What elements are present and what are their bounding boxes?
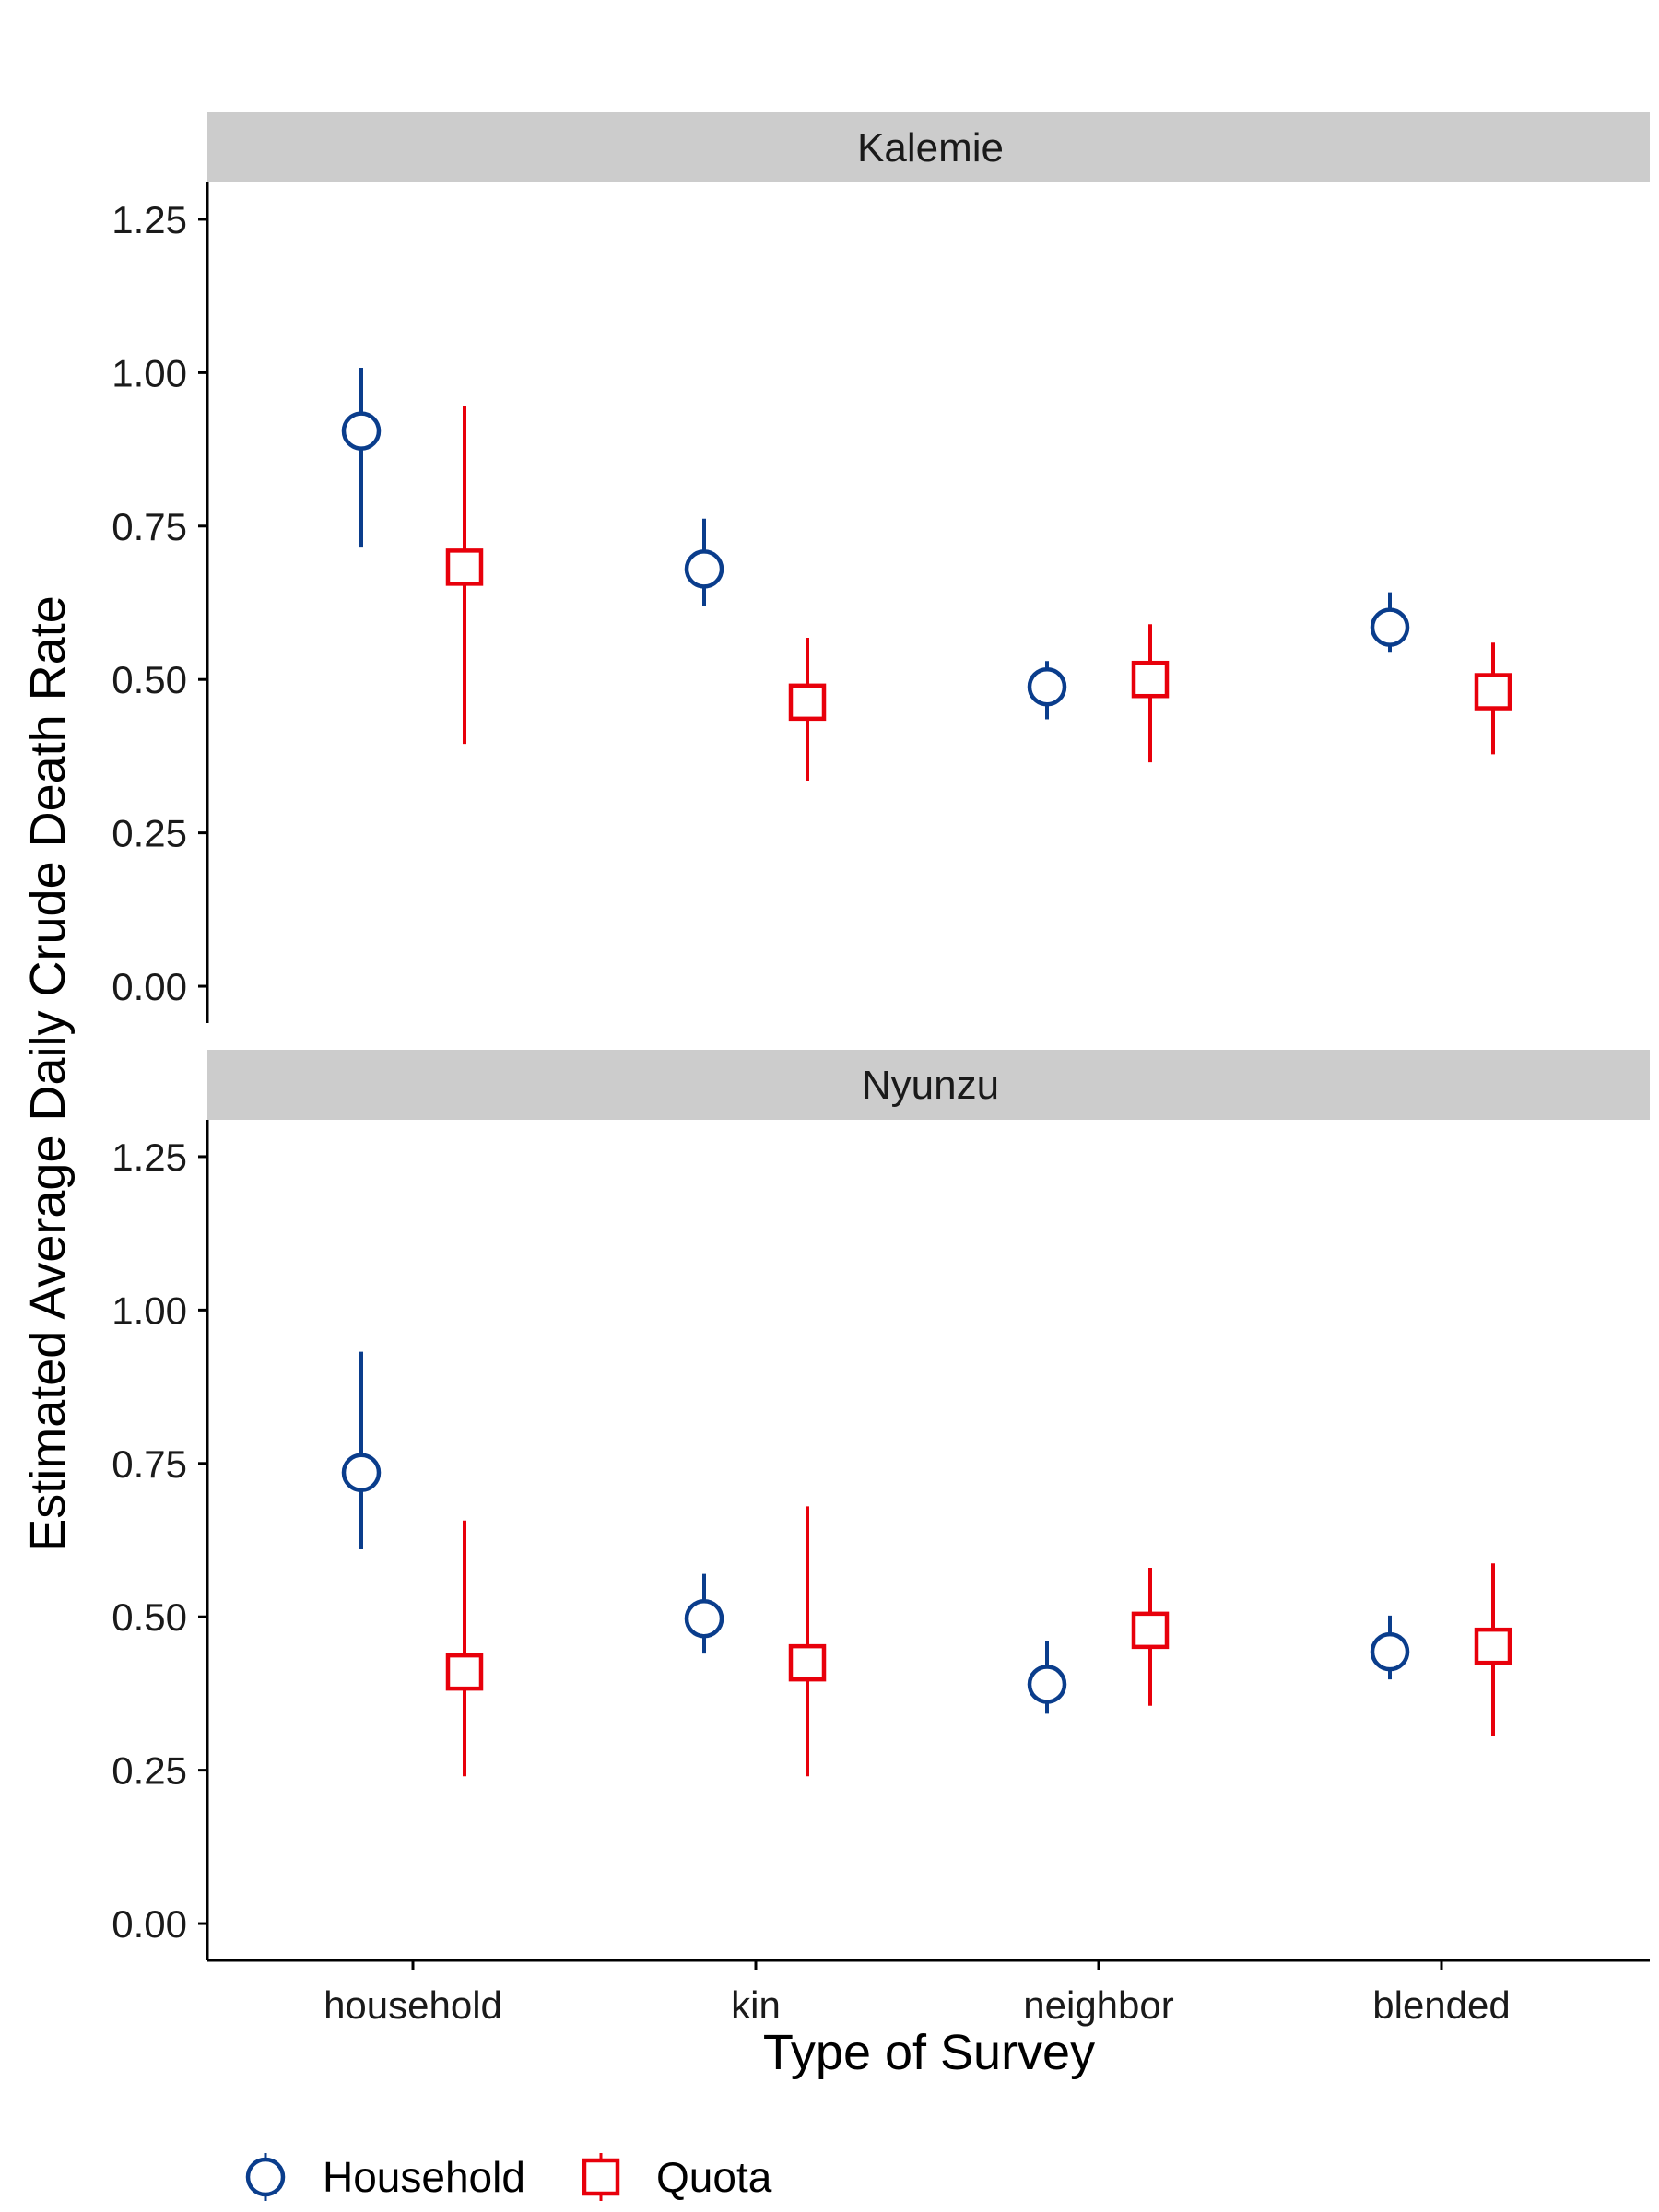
y-tick-label: 0.75: [112, 1442, 187, 1486]
panel-title: Nyunzu: [862, 1063, 999, 1108]
x-tick-label: household: [324, 1983, 502, 2027]
y-tick-label: 1.00: [112, 351, 187, 394]
data-point-circle: [684, 549, 724, 589]
legend-key-circle: [245, 2157, 286, 2197]
data-point-square: [1131, 660, 1170, 699]
panel-kalemie: Kalemie 0.00 0.25 0.50 0.75 1.00 1.25: [112, 112, 1650, 1023]
data-point-square: [1474, 1627, 1512, 1665]
x-axis-title: Type of Survey: [763, 2025, 1095, 2080]
point-range: [1370, 1615, 1410, 1680]
y-tick-label: 1.25: [112, 1135, 187, 1179]
point-range: [788, 637, 827, 782]
panel-title: Kalemie: [857, 125, 1004, 171]
data-point-square: [445, 1653, 484, 1691]
data-point-circle: [1027, 666, 1067, 707]
y-tick-label: 0.25: [112, 1749, 187, 1793]
y-tick-label: 1.00: [112, 1288, 187, 1332]
y-tick-label: 0.00: [112, 1902, 187, 1946]
point-range: [684, 1573, 724, 1654]
point-range: [445, 1520, 484, 1777]
data-point-square: [788, 683, 827, 722]
point-range: [1027, 661, 1067, 720]
point-range: [445, 406, 484, 745]
x-tick-label: neighbor: [1023, 1983, 1173, 2027]
data-point-circle: [1027, 1665, 1067, 1704]
point-range: [1131, 624, 1170, 763]
point-range: [341, 368, 382, 548]
legend-item-household: Household: [245, 2153, 525, 2201]
point-range: [1370, 592, 1410, 653]
x-tick-label: blended: [1372, 1983, 1510, 2027]
data-point-circle: [341, 411, 382, 451]
legend-label: Household: [323, 2153, 525, 2201]
legend-key-square: [582, 2158, 620, 2196]
point-range: [341, 1351, 382, 1549]
data-point-circle: [684, 1598, 724, 1639]
point-range: [1474, 642, 1512, 755]
data-point-square: [1131, 1611, 1170, 1650]
y-tick-label: 0.00: [112, 965, 187, 1008]
legend-item-quota: Quota: [582, 2153, 772, 2201]
point-range: [788, 1506, 827, 1777]
y-axis-title: Estimated Average Daily Crude Death Rate: [20, 595, 76, 1552]
data-point-square: [788, 1643, 827, 1682]
legend: Household Quota: [245, 2153, 772, 2201]
y-tick-label: 0.25: [112, 812, 187, 855]
data-point-square: [1474, 673, 1512, 711]
point-range: [1027, 1641, 1067, 1714]
panel-nyunzu: Nyunzu 0.00 0.25 0.50 0.75 1.00 1.25 household k…: [112, 1050, 1650, 2027]
y-tick-label: 1.25: [112, 198, 187, 241]
x-tick-label: kin: [731, 1983, 781, 2027]
point-range: [1474, 1563, 1512, 1737]
panel-strip: [207, 1050, 1650, 1120]
y-tick-label: 0.50: [112, 1595, 187, 1639]
legend-label: Quota: [656, 2153, 772, 2201]
data-point-circle: [1370, 1631, 1410, 1672]
data-point-circle: [1370, 607, 1410, 647]
panels: Kalemie 0.00 0.25 0.50 0.75 1.00 1.25 Nyunzu 0.0…: [112, 112, 1650, 2027]
data-point-circle: [341, 1453, 382, 1493]
data-point-square: [445, 548, 484, 586]
y-tick-label: 0.75: [112, 505, 187, 548]
panel-strip: [207, 112, 1650, 182]
y-tick-label: 0.50: [112, 658, 187, 701]
point-range: [1131, 1567, 1170, 1706]
point-range: [684, 518, 724, 606]
